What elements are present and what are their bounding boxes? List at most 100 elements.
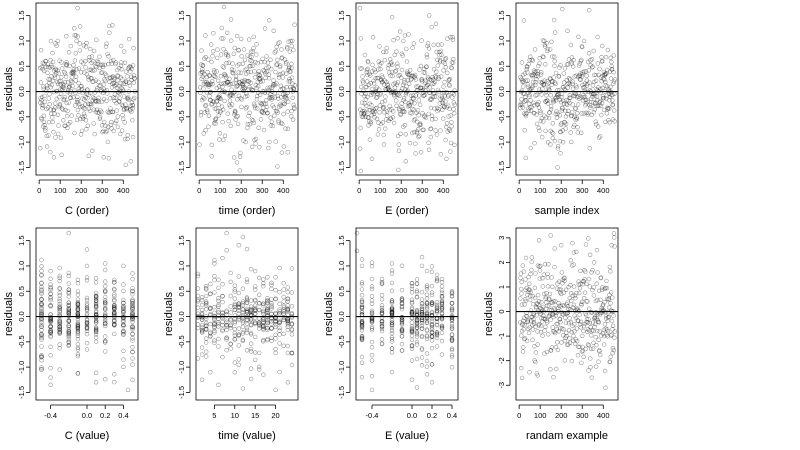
data-point — [93, 303, 99, 308]
data-point — [93, 314, 99, 320]
data-point — [101, 155, 106, 160]
data-point — [130, 331, 135, 337]
data-point — [389, 321, 395, 327]
data-point — [269, 311, 274, 317]
data-point — [604, 111, 610, 116]
data-point — [539, 316, 544, 321]
data-point — [75, 5, 80, 11]
data-point — [434, 332, 440, 337]
data-point — [389, 261, 395, 266]
data-point — [234, 83, 240, 88]
data-point — [449, 313, 455, 318]
data-point — [273, 296, 278, 301]
data-point — [39, 353, 44, 358]
data-point — [288, 38, 293, 44]
data-point — [605, 105, 610, 110]
data-point — [262, 90, 268, 96]
data-point — [261, 105, 266, 111]
data-point — [603, 309, 608, 315]
data-point — [56, 123, 61, 128]
data-point — [603, 71, 608, 77]
data-point — [265, 320, 270, 325]
data-point — [257, 92, 263, 98]
data-point — [39, 301, 44, 307]
data-point — [582, 277, 587, 282]
data-point — [240, 324, 246, 329]
data-point — [561, 333, 566, 338]
data-point — [244, 91, 249, 96]
data-point — [210, 49, 216, 54]
data-point — [236, 317, 242, 323]
data-point — [287, 79, 293, 84]
data-point — [66, 300, 72, 306]
data-point — [534, 371, 539, 376]
data-point — [86, 77, 91, 82]
data-point — [424, 351, 430, 356]
data-point — [281, 294, 286, 300]
data-point — [532, 69, 538, 75]
data-point — [381, 132, 386, 138]
plot-frame — [35, 2, 139, 176]
data-point — [216, 304, 221, 309]
data-point — [269, 66, 274, 72]
data-point — [240, 338, 246, 343]
data-point — [439, 301, 445, 306]
x-tick-label: 10 — [231, 411, 239, 420]
data-point — [519, 97, 524, 102]
data-point — [228, 346, 233, 351]
data-point — [437, 52, 442, 58]
data-point — [591, 92, 596, 97]
data-point — [224, 335, 229, 340]
data-point — [272, 113, 277, 118]
data-point — [369, 327, 375, 333]
data-point — [548, 348, 553, 353]
data-point — [378, 77, 384, 83]
data-point — [246, 37, 252, 42]
data-point — [432, 90, 437, 96]
data-point — [439, 290, 445, 295]
data-point — [75, 317, 81, 322]
data-point — [54, 79, 60, 85]
data-point — [545, 332, 551, 337]
x-tick-label: 20 — [271, 411, 279, 420]
data-point — [285, 350, 290, 356]
data-point — [359, 319, 365, 324]
data-point — [591, 48, 596, 54]
data-point — [265, 90, 271, 95]
data-point — [279, 120, 284, 126]
data-point — [561, 290, 566, 295]
data-point — [288, 84, 293, 90]
data-point — [224, 75, 229, 80]
data-point — [429, 325, 435, 330]
data-point — [602, 368, 608, 374]
data-point — [419, 301, 425, 307]
data-point — [84, 278, 90, 283]
data-point — [381, 49, 386, 55]
y-tick-label: 0.5 — [497, 61, 506, 71]
data-point — [533, 304, 539, 310]
data-point — [568, 42, 574, 48]
data-point — [414, 339, 420, 345]
data-point — [265, 326, 270, 331]
data-point — [48, 149, 53, 155]
data-point — [225, 79, 230, 85]
data-point — [271, 81, 277, 87]
data-point — [611, 81, 616, 86]
data-point — [236, 301, 242, 306]
data-point — [73, 74, 79, 80]
data-point — [413, 93, 418, 98]
data-point — [93, 335, 99, 340]
data-point — [84, 325, 90, 331]
data-point — [590, 83, 596, 88]
data-point — [603, 54, 609, 60]
data-point — [50, 115, 55, 120]
data-point — [97, 115, 103, 120]
data-point — [429, 302, 435, 307]
data-point — [71, 67, 77, 72]
data-point — [424, 300, 430, 306]
data-point — [578, 71, 583, 76]
data-point — [417, 67, 422, 72]
data-point — [359, 337, 365, 342]
data-point — [102, 338, 108, 344]
data-point — [359, 319, 365, 324]
